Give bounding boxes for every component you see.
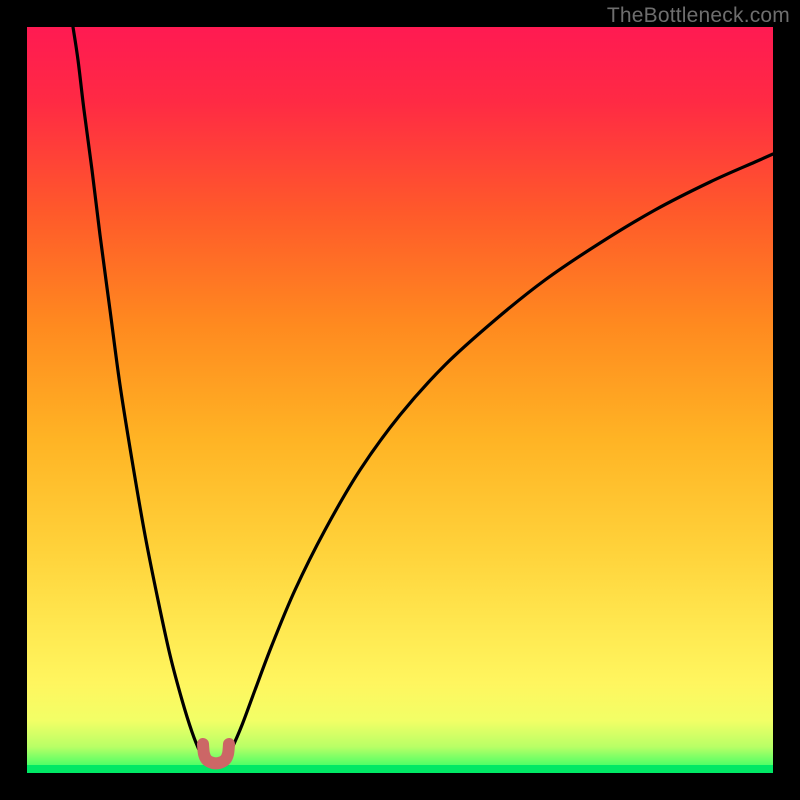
chart-svg [0,0,800,800]
chart-root: TheBottleneck.com [0,0,800,800]
green-floor [27,765,773,773]
watermark-text: TheBottleneck.com [607,4,790,28]
gradient-panel [27,27,773,773]
